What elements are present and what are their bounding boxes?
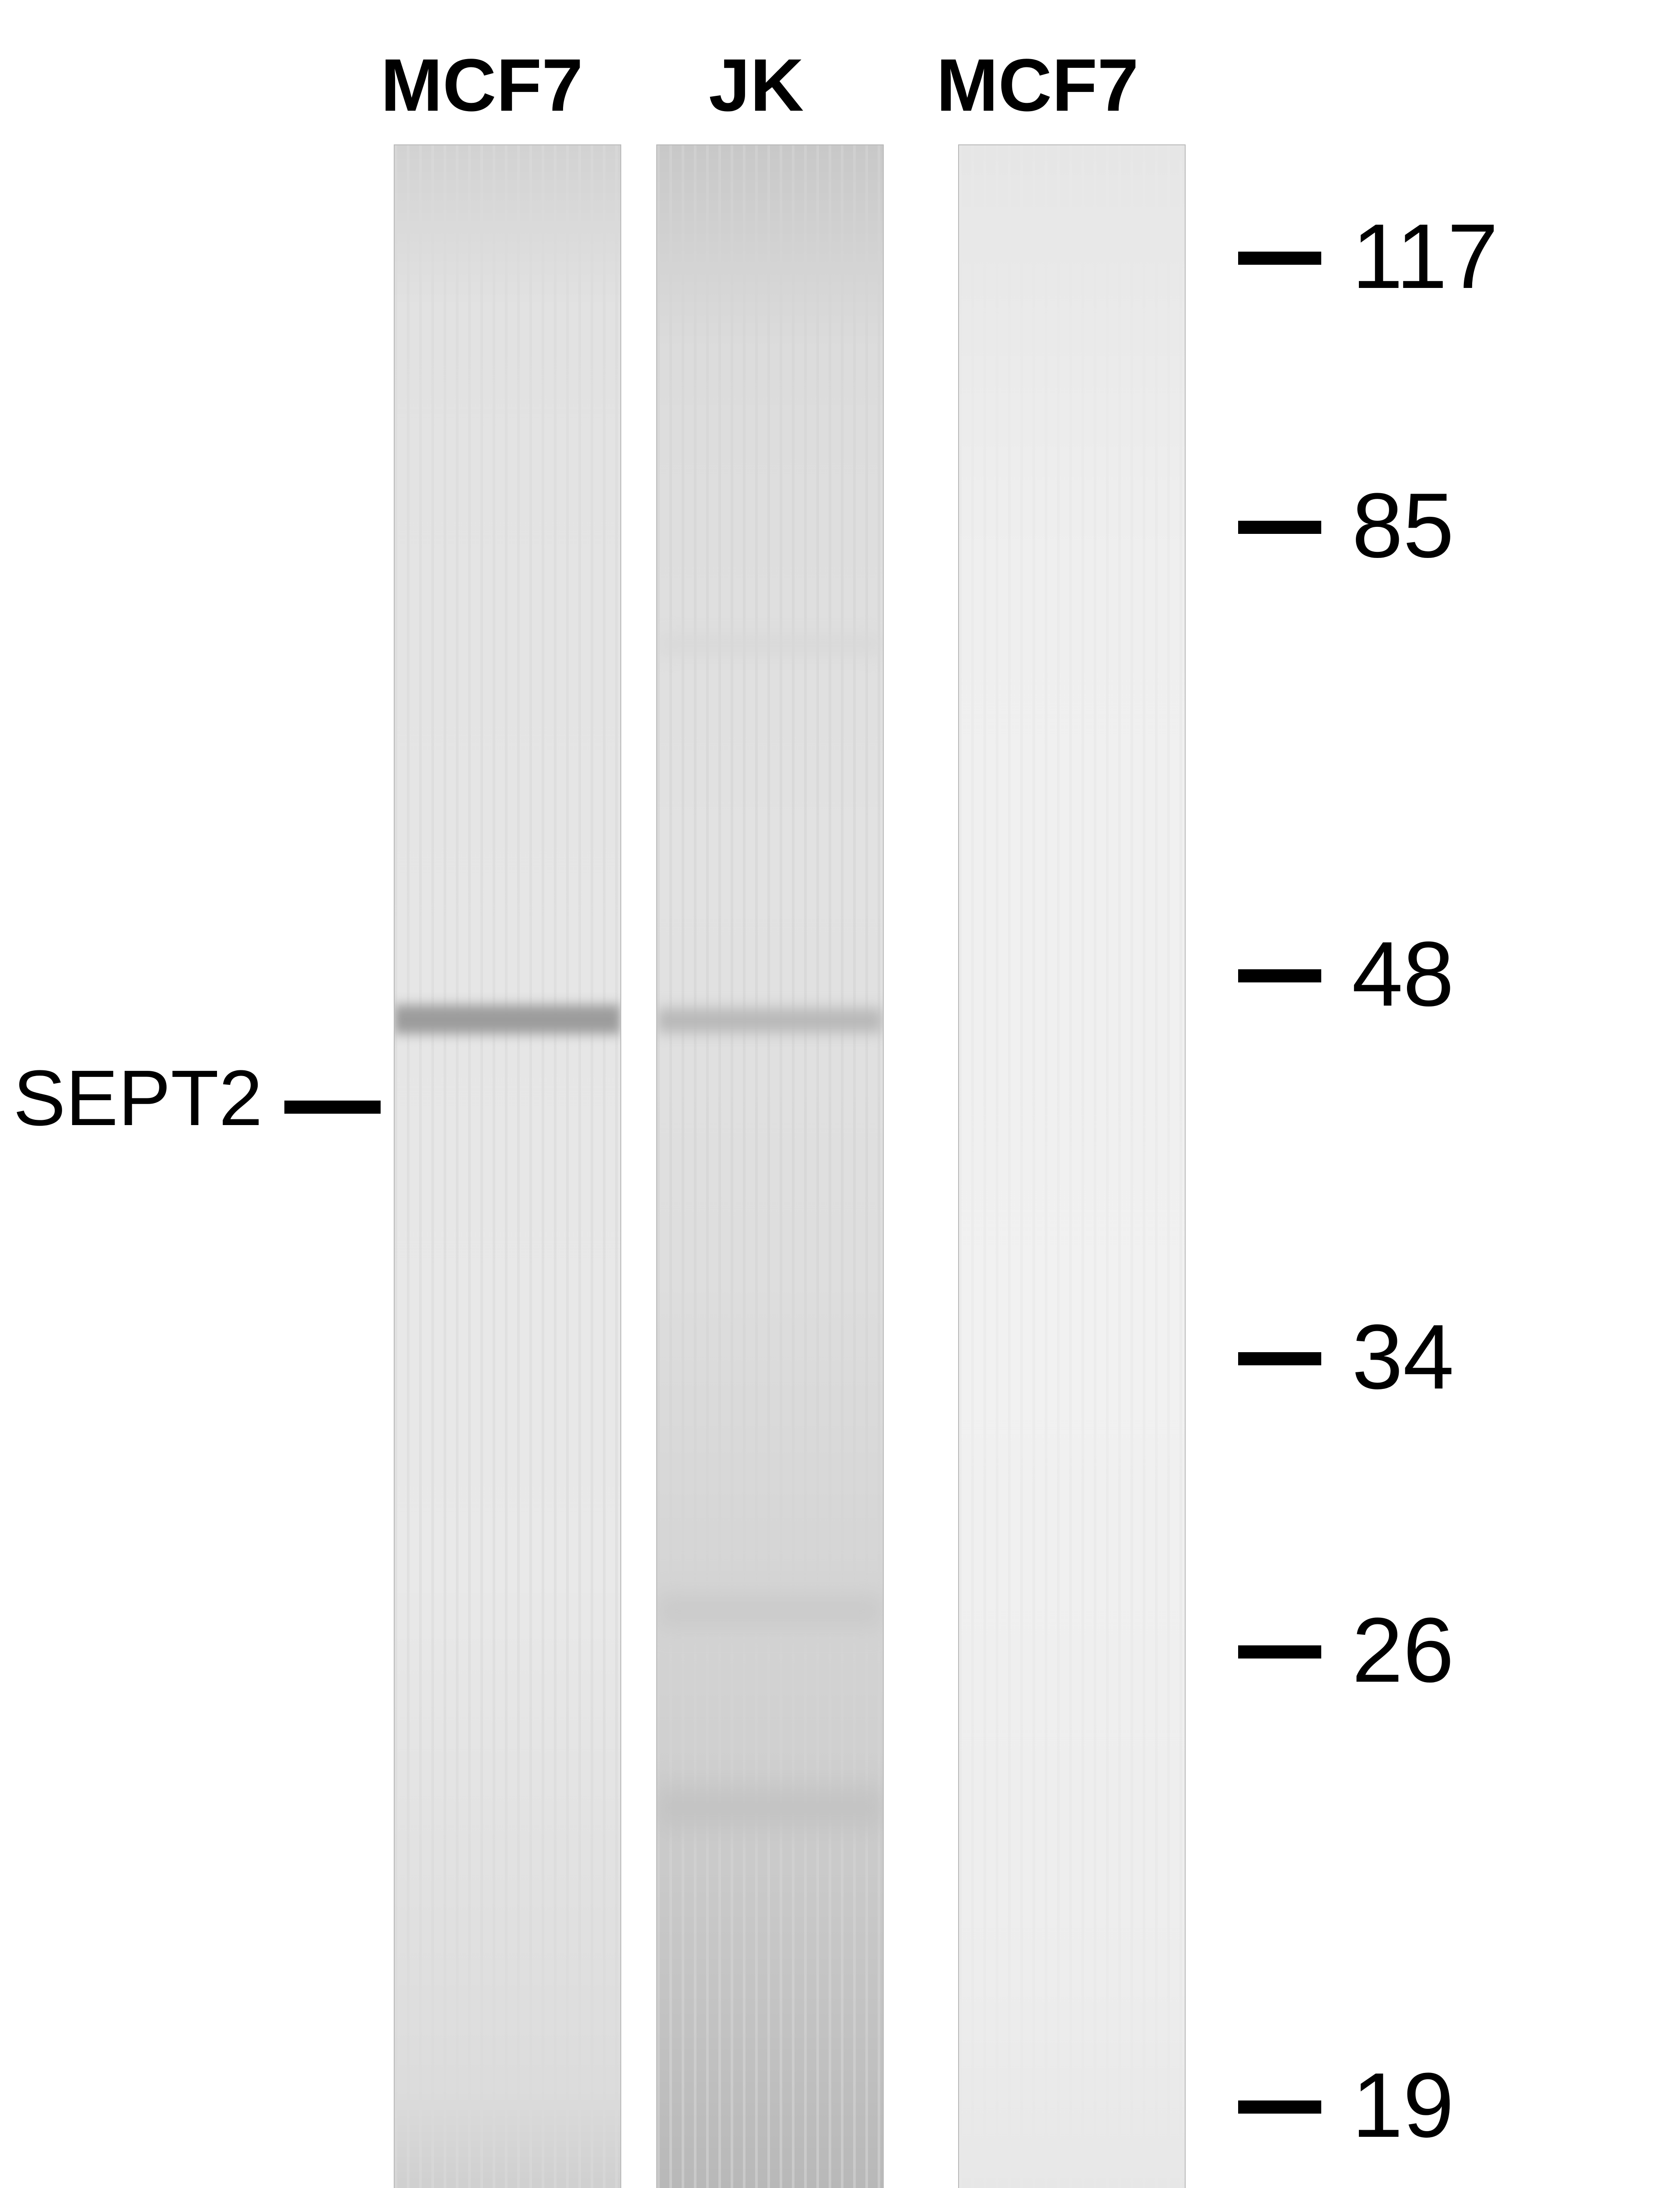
- lane-jk-band-sept2: [657, 1003, 883, 1038]
- mw-label-85: 85: [1352, 480, 1454, 572]
- mw-label-19: 19: [1352, 2059, 1454, 2151]
- lane-mcf7-left-texture: [395, 145, 620, 2188]
- mw-label-48: 48: [1352, 928, 1454, 1020]
- lane-mcf7-left-band-sept2: [395, 999, 620, 1040]
- lane-mcf7-right-texture: [959, 145, 1185, 2188]
- lane-jk-texture: [657, 145, 883, 2188]
- lane-mcf7-left-label: MCF7: [381, 48, 583, 123]
- mw-tick-34: [1238, 1352, 1321, 1365]
- mw-tick-19: [1238, 2100, 1321, 2114]
- blot-canvas: MCF7JKMCF71178548342619(kD)SEPT2: [0, 0, 1680, 2188]
- mw-label-117: 117: [1352, 210, 1498, 302]
- mw-tick-85: [1238, 521, 1321, 534]
- lane-jk-label: JK: [709, 48, 804, 123]
- mw-tick-117: [1238, 252, 1321, 265]
- lane-mcf7-right-label: MCF7: [936, 48, 1139, 123]
- lane-jk-smudge-2: [657, 1773, 883, 1843]
- lane-jk: [656, 144, 884, 2188]
- mw-label-26: 26: [1352, 1604, 1454, 1696]
- protein-tick-sept2: [284, 1101, 381, 1114]
- lane-jk-smudge-0: [657, 631, 883, 657]
- lane-jk-smudge-1: [657, 1585, 883, 1637]
- mw-tick-26: [1238, 1645, 1321, 1659]
- lane-mcf7-left: [394, 144, 621, 2188]
- protein-label-sept2: SEPT2: [13, 1059, 262, 1138]
- mw-tick-48: [1238, 969, 1321, 982]
- lane-mcf7-right: [958, 144, 1186, 2188]
- mw-label-34: 34: [1352, 1311, 1454, 1403]
